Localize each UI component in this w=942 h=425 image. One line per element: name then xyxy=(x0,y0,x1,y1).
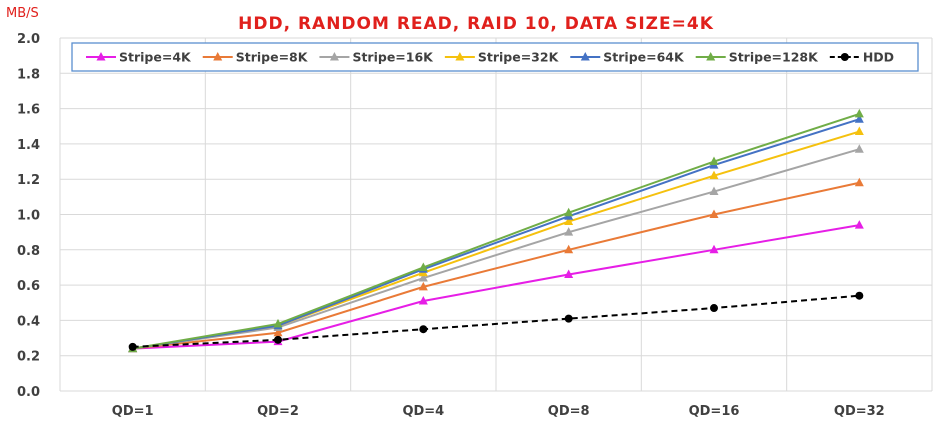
legend-label: Stripe=8K xyxy=(236,50,309,65)
legend-entry: HDD xyxy=(829,50,894,65)
x-tick-label: QD=4 xyxy=(402,404,444,419)
data-point xyxy=(854,220,864,229)
y-axis-tick-labels: 0.0 0.2 0.4 0.6 0.8 1.0 1.2 1.4 1.6 1.8 2.0 xyxy=(17,32,40,400)
y-tick-label: 0.4 xyxy=(17,314,40,329)
y-tick-label: 2.0 xyxy=(17,32,40,47)
data-point xyxy=(273,318,283,328)
data-point xyxy=(564,227,574,236)
data-point xyxy=(709,186,719,196)
data-point xyxy=(273,327,283,337)
data-point xyxy=(418,281,428,291)
series-stripe-128k xyxy=(128,108,864,353)
series-line xyxy=(132,224,860,350)
series-line xyxy=(132,118,860,350)
data-point xyxy=(418,273,428,282)
series-hdd xyxy=(128,291,864,351)
x-tick-label: QD=1 xyxy=(112,404,154,419)
legend-label: Stripe=128K xyxy=(729,50,819,65)
data-point xyxy=(564,207,574,217)
legend-label: HDD xyxy=(863,50,894,65)
legend-entry: Stripe=16K xyxy=(319,50,434,65)
legend-swatch-marker xyxy=(840,53,849,61)
data-point xyxy=(709,156,719,166)
legend-label: Stripe=32K xyxy=(478,50,560,65)
data-point xyxy=(418,262,428,271)
data-point xyxy=(274,335,282,344)
y-tick-label: 1.6 xyxy=(17,103,40,118)
legend-entry: Stripe=128K xyxy=(695,50,819,65)
legend: Stripe=4K Stripe=8K Stripe=16K Stripe=32K St… xyxy=(71,42,919,72)
y-tick-label: 0.2 xyxy=(17,350,40,365)
data-point xyxy=(855,291,864,300)
data-point xyxy=(854,126,864,136)
data-point xyxy=(564,244,574,254)
y-tick-label: 1.0 xyxy=(17,209,40,224)
y-axis-unit-label: MB/S xyxy=(6,6,39,21)
legend-label: Stripe=4K xyxy=(119,50,192,65)
x-axis-tick-labels: QD=1 QD=2 QD=4 QD=8 QD=16 QD=32 xyxy=(112,404,885,419)
series-line xyxy=(132,181,860,350)
data-point xyxy=(418,295,428,305)
data-point xyxy=(709,170,719,180)
series-line xyxy=(132,112,860,350)
legend-entry: Stripe=8K xyxy=(202,50,309,65)
x-tick-label: QD=2 xyxy=(257,404,299,419)
legend-swatch-marker xyxy=(580,52,590,61)
data-point xyxy=(710,304,718,313)
data-point xyxy=(709,209,719,218)
legend-swatch-marker xyxy=(329,52,339,61)
series-layer xyxy=(128,108,864,353)
x-tick-label: QD=16 xyxy=(689,404,740,419)
data-point xyxy=(854,108,864,118)
legend-label: Stripe=16K xyxy=(352,50,434,65)
x-tick-label: QD=8 xyxy=(548,404,590,419)
legend-swatch-marker xyxy=(706,52,716,61)
data-point xyxy=(854,114,864,123)
series-line xyxy=(132,148,860,350)
data-point xyxy=(128,342,137,351)
y-tick-label: 0.8 xyxy=(17,244,40,259)
data-point xyxy=(709,244,719,254)
chart-title: HDD, RANDOM READ, RAID 10, DATA SIZE=4K xyxy=(238,14,714,34)
data-point xyxy=(564,216,574,226)
series-line xyxy=(132,294,860,348)
data-point xyxy=(564,269,574,279)
legend-label: Stripe=64K xyxy=(603,50,685,65)
y-tick-label: 0.6 xyxy=(17,279,40,294)
data-point xyxy=(564,314,573,323)
y-tick-label: 0.0 xyxy=(17,385,40,400)
legend-entry: Stripe=4K xyxy=(86,50,192,65)
legend-swatch-marker xyxy=(96,52,106,61)
legend-swatch-marker xyxy=(455,52,465,61)
legend-entry: Stripe=32K xyxy=(444,50,560,65)
data-point xyxy=(854,144,864,153)
y-tick-label: 1.2 xyxy=(17,173,40,188)
legend-swatch-marker xyxy=(213,52,223,61)
data-point xyxy=(854,177,864,187)
data-point xyxy=(419,325,428,334)
x-tick-label: QD=32 xyxy=(834,404,885,419)
y-tick-label: 1.8 xyxy=(17,67,40,82)
legend-entry: Stripe=64K xyxy=(570,50,685,65)
y-tick-label: 1.4 xyxy=(17,138,40,153)
grid-lines xyxy=(59,37,933,392)
